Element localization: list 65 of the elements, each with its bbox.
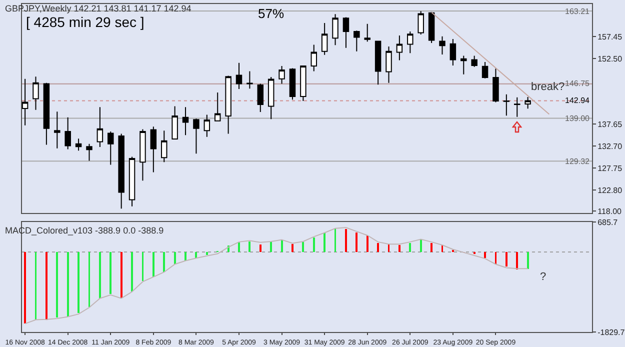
candlestick bbox=[22, 78, 28, 126]
candlestick bbox=[150, 126, 157, 173]
y-tick-label: 132.70 bbox=[598, 142, 623, 151]
ref-line-label: 163.21 bbox=[565, 7, 590, 16]
y-tick-label: 122.80 bbox=[598, 186, 623, 195]
candlestick bbox=[246, 70, 253, 90]
candlestick bbox=[86, 143, 92, 162]
annotation: ? bbox=[540, 271, 546, 283]
candlestick bbox=[418, 10, 424, 36]
candlestick bbox=[96, 106, 104, 148]
ref-line-label: 142.94 bbox=[565, 96, 590, 105]
candlestick bbox=[471, 55, 478, 68]
candlestick bbox=[396, 34, 403, 61]
candlestick bbox=[428, 11, 435, 44]
candlestick bbox=[225, 75, 232, 134]
candlestick bbox=[118, 133, 124, 210]
candlestick bbox=[108, 131, 114, 166]
candlestick bbox=[364, 23, 370, 42]
candlestick bbox=[257, 83, 264, 113]
annotation: break? bbox=[531, 81, 565, 93]
y-tick-label: 157.45 bbox=[598, 32, 623, 42]
candlestick bbox=[172, 106, 178, 140]
y-tick-label: 137.65 bbox=[598, 120, 623, 130]
candlestick bbox=[310, 44, 317, 72]
candlestick bbox=[492, 68, 499, 103]
ref-line-label: 129.32 bbox=[565, 157, 590, 166]
candlestick bbox=[161, 130, 168, 163]
candlestick bbox=[193, 118, 200, 154]
candlestick bbox=[386, 46, 392, 84]
candlestick bbox=[374, 40, 382, 86]
candlestick bbox=[503, 94, 510, 116]
annotation: [ 4285 min 29 sec ] bbox=[26, 14, 144, 30]
candlestick bbox=[321, 22, 328, 56]
candlestick bbox=[128, 156, 136, 207]
candlestick bbox=[342, 16, 350, 48]
y-tick-label: -1829.7 bbox=[598, 328, 625, 337]
candlestick bbox=[450, 38, 456, 66]
y-tick-label: 127.75 bbox=[598, 164, 623, 173]
candlestick bbox=[182, 106, 189, 136]
candlestick bbox=[460, 55, 467, 75]
candlestick bbox=[75, 138, 82, 152]
annotation: 57% bbox=[258, 6, 284, 21]
candlestick bbox=[204, 114, 210, 138]
candlestick bbox=[289, 68, 296, 100]
candlestick bbox=[354, 30, 360, 52]
candlestick bbox=[482, 62, 488, 79]
candlestick bbox=[278, 65, 285, 84]
candlestick bbox=[140, 128, 146, 182]
y-tick-label: 685.7 bbox=[598, 218, 618, 227]
ref-line-label: 139.00 bbox=[565, 114, 590, 123]
y-tick-label: 152.50 bbox=[598, 54, 623, 64]
candlestick bbox=[524, 96, 531, 110]
candlestick bbox=[54, 111, 60, 149]
candlestick bbox=[236, 62, 242, 90]
candlestick bbox=[300, 65, 306, 102]
candlestick bbox=[514, 96, 520, 118]
candlestick bbox=[407, 30, 414, 54]
candlestick bbox=[64, 116, 71, 150]
candlestick bbox=[268, 76, 274, 120]
candlestick bbox=[214, 92, 221, 122]
y-tick-label: 118.00 bbox=[598, 207, 622, 216]
candlestick bbox=[43, 82, 50, 146]
candlestick bbox=[439, 36, 446, 55]
candlestick bbox=[332, 14, 338, 46]
candlestick bbox=[32, 76, 39, 110]
